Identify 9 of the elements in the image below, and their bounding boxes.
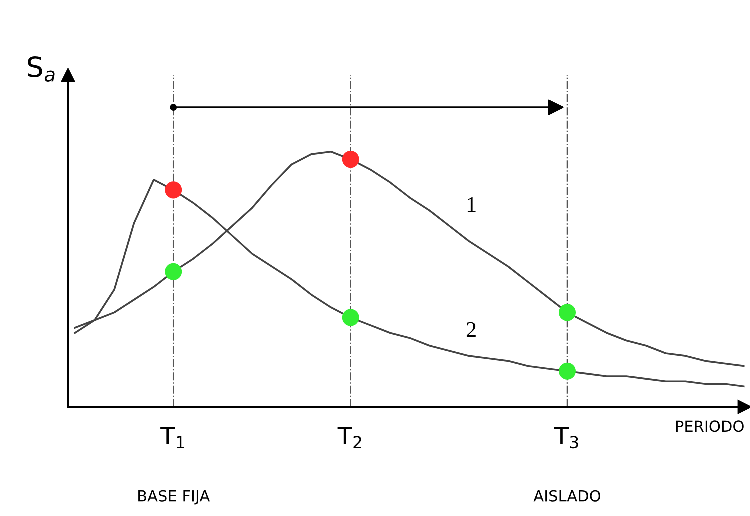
x-tick-label: T$_{3}$ xyxy=(554,427,578,449)
text: BASE FIJA xyxy=(138,490,210,505)
series-label: 2 xyxy=(466,322,476,338)
series-label: 1 xyxy=(468,197,476,212)
x-axis-title: PERIODO xyxy=(676,420,744,432)
x-tick-label: T$_{1}$ xyxy=(160,427,184,448)
x-tick-label: T$_{2}$ xyxy=(338,427,362,448)
text: AISLADO xyxy=(534,490,601,502)
y-axis-title: S$_{a}$ xyxy=(28,56,55,82)
